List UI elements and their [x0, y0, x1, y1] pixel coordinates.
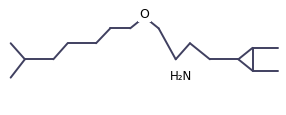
Text: O: O — [140, 8, 149, 21]
Text: H₂N: H₂N — [170, 69, 192, 82]
